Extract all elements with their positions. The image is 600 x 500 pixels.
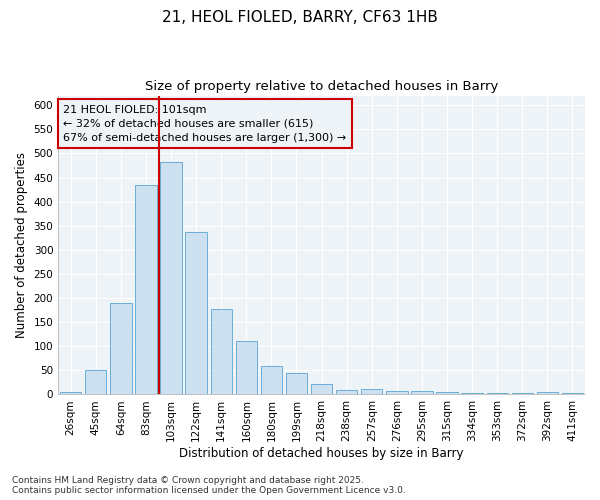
- Bar: [236, 342, 257, 394]
- Bar: [336, 390, 358, 394]
- X-axis label: Distribution of detached houses by size in Barry: Distribution of detached houses by size …: [179, 447, 464, 460]
- Title: Size of property relative to detached houses in Barry: Size of property relative to detached ho…: [145, 80, 498, 93]
- Bar: [160, 162, 182, 394]
- Bar: [110, 303, 131, 394]
- Bar: [411, 391, 433, 394]
- Bar: [85, 370, 106, 394]
- Bar: [261, 366, 282, 394]
- Bar: [537, 392, 558, 394]
- Bar: [461, 392, 483, 394]
- Y-axis label: Number of detached properties: Number of detached properties: [15, 152, 28, 338]
- Bar: [386, 391, 407, 394]
- Bar: [361, 388, 382, 394]
- Bar: [311, 384, 332, 394]
- Bar: [211, 308, 232, 394]
- Bar: [487, 392, 508, 394]
- Text: 21 HEOL FIOLED: 101sqm
← 32% of detached houses are smaller (615)
67% of semi-de: 21 HEOL FIOLED: 101sqm ← 32% of detached…: [64, 104, 347, 142]
- Bar: [286, 373, 307, 394]
- Bar: [185, 232, 207, 394]
- Bar: [136, 184, 157, 394]
- Text: 21, HEOL FIOLED, BARRY, CF63 1HB: 21, HEOL FIOLED, BARRY, CF63 1HB: [162, 10, 438, 25]
- Bar: [436, 392, 458, 394]
- Bar: [60, 392, 82, 394]
- Text: Contains HM Land Registry data © Crown copyright and database right 2025.
Contai: Contains HM Land Registry data © Crown c…: [12, 476, 406, 495]
- Bar: [562, 393, 583, 394]
- Bar: [512, 393, 533, 394]
